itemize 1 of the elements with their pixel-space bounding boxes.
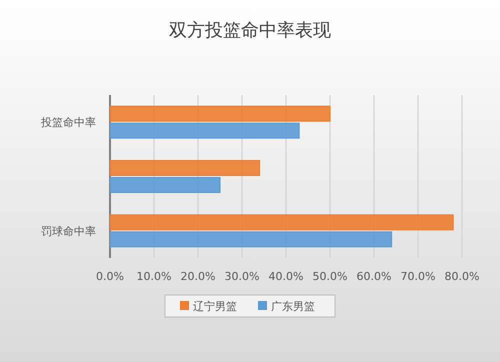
title: 双方投篮命中率表现 [169,20,331,41]
